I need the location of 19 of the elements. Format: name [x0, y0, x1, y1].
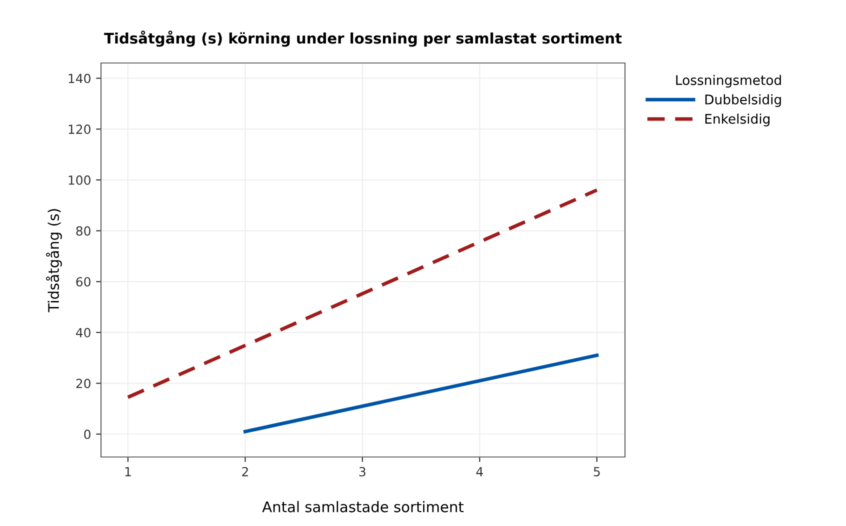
y-tick-label: 100 — [68, 175, 90, 185]
y-tick-label: 140 — [68, 74, 90, 84]
x-tick-label: 4 — [476, 467, 483, 476]
y-tick-label: 80 — [76, 226, 90, 236]
legend-label: Enkelsidig — [705, 114, 770, 126]
y-axis-title: Tidsåtgång (s) — [46, 209, 62, 312]
y-tick-label: 40 — [76, 328, 90, 338]
legend-title: Lossningsmetod — [676, 74, 781, 88]
y-tick-label: 120 — [68, 124, 90, 134]
y-tick-label: 20 — [76, 378, 90, 388]
chart-title: Tidsåtgång (s) körning under lossning per samlastat sortiment — [104, 30, 622, 47]
y-tick-label: 60 — [76, 277, 90, 287]
x-tick-label: 1 — [125, 467, 131, 476]
x-tick-label: 5 — [594, 467, 600, 476]
legend-label: Dubbelsidig — [705, 94, 781, 108]
y-tick-label: 0 — [84, 430, 90, 440]
x-tick-label: 2 — [242, 466, 248, 476]
x-tick-label: 3 — [359, 466, 366, 476]
x-axis-title: Antal samlastade sortiment — [262, 501, 464, 512]
